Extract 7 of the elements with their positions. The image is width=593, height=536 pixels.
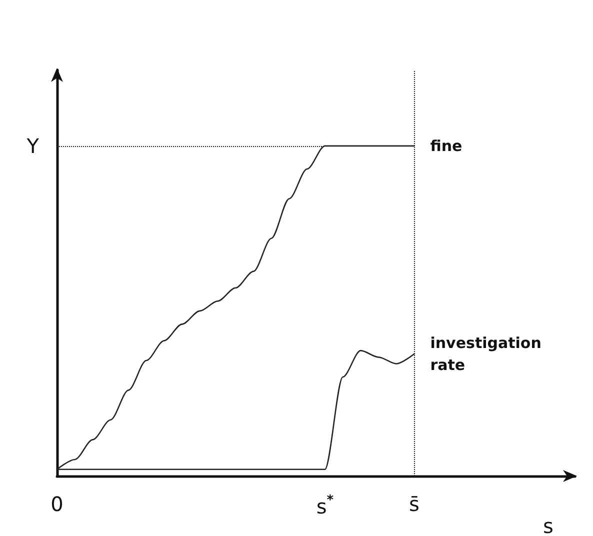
x-axis-title: s (543, 514, 554, 536)
x-tick-label: 0 (50, 492, 64, 516)
ref-line-label: Y (26, 134, 40, 158)
series-label: investigation rate (430, 334, 547, 374)
x-tick-label: s* (316, 493, 334, 518)
series-label: fine (430, 136, 462, 155)
x-tick-label: s̄ (409, 492, 420, 516)
